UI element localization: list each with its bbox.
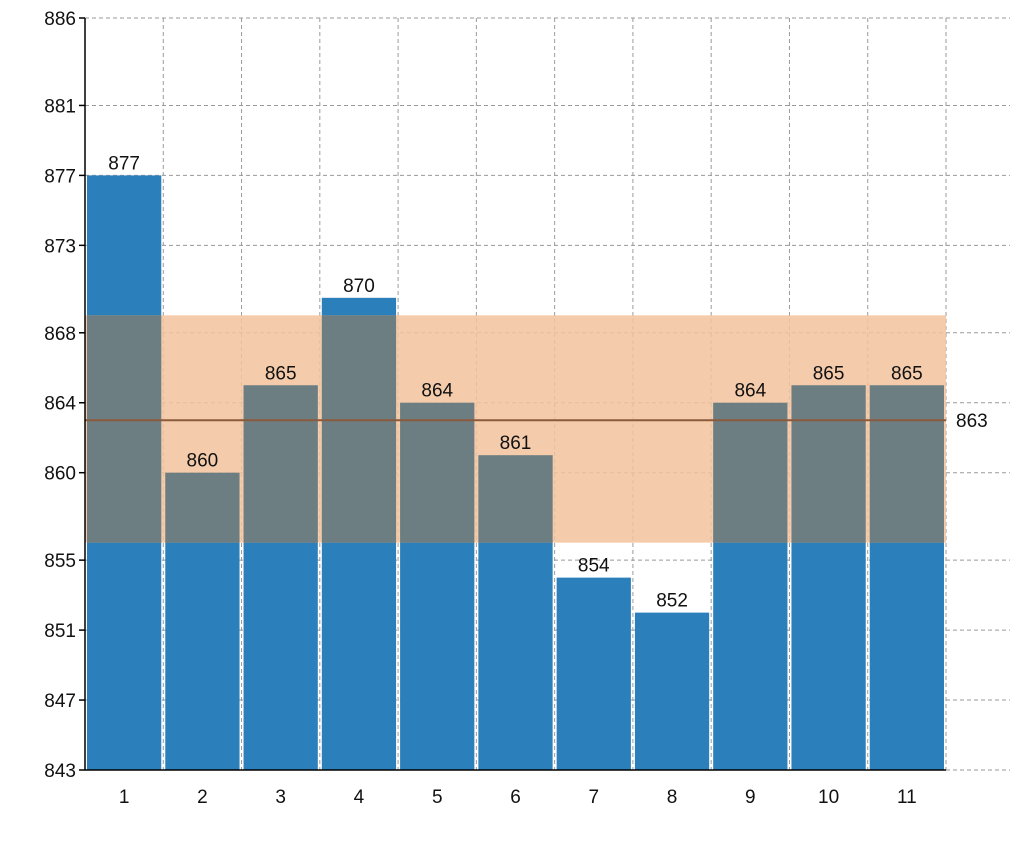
x-tick-label: 3 — [275, 787, 286, 808]
y-tick-label: 860 — [44, 464, 76, 485]
bar — [634, 612, 710, 770]
bar-band-overlap — [87, 315, 162, 543]
x-tick-label: 8 — [667, 787, 678, 808]
y-tick-label: 843 — [44, 761, 76, 782]
data-label: 870 — [343, 276, 375, 297]
data-label: 877 — [108, 153, 140, 174]
data-label: 852 — [656, 591, 688, 612]
x-tick-labels: 1 2 3 4 5 6 7 8 9 10 11 — [119, 787, 917, 808]
overlap-layer — [87, 315, 944, 543]
x-tick-label: 5 — [432, 787, 443, 808]
y-tick-label: 855 — [44, 551, 76, 572]
data-label: 864 — [421, 381, 453, 402]
x-tick-label: 4 — [354, 787, 365, 808]
x-tick-label: 7 — [588, 787, 599, 808]
data-label: 860 — [187, 451, 219, 472]
y-tick-label: 851 — [44, 621, 76, 642]
y-tick-label: 868 — [44, 324, 76, 345]
data-label: 865 — [265, 363, 297, 384]
y-tick-label: 864 — [44, 394, 76, 415]
data-label: 865 — [891, 363, 923, 384]
bar-band-overlap — [243, 385, 318, 543]
x-tick-label: 1 — [119, 787, 130, 808]
mean-layer: 863 — [85, 411, 988, 432]
bar-band-overlap — [869, 385, 944, 543]
mean-line-label: 863 — [956, 411, 988, 432]
x-tick-label: 10 — [818, 787, 839, 808]
data-label: 865 — [813, 363, 845, 384]
x-tick-label: 11 — [897, 787, 917, 808]
bar-band-overlap — [165, 472, 240, 543]
bar-band-overlap — [713, 402, 788, 543]
y-tick-label: 881 — [44, 96, 76, 117]
x-tick-label: 9 — [745, 787, 756, 808]
bar — [556, 577, 631, 770]
y-tick-label: 873 — [44, 236, 76, 257]
x-tick-label: 6 — [510, 787, 521, 808]
bar-band-overlap — [478, 455, 553, 543]
y-tick-labels: 843 847 851 855 860 864 868 873 877 881 886 — [44, 9, 76, 782]
bar-band-overlap — [400, 402, 475, 543]
y-tick-label: 847 — [44, 691, 76, 712]
data-labels: 877 860 865 870 864 861 854 852 864 865 865 — [108, 153, 922, 611]
y-tick-label: 886 — [44, 9, 76, 30]
data-label: 854 — [578, 556, 610, 577]
y-tick-label: 877 — [44, 166, 76, 187]
axes — [79, 17, 946, 771]
data-label: 864 — [734, 381, 766, 402]
x-tick-label: 2 — [197, 787, 208, 808]
bar-band-overlap — [791, 385, 866, 543]
bar-band-overlap — [321, 315, 397, 543]
data-label: 861 — [500, 433, 532, 454]
